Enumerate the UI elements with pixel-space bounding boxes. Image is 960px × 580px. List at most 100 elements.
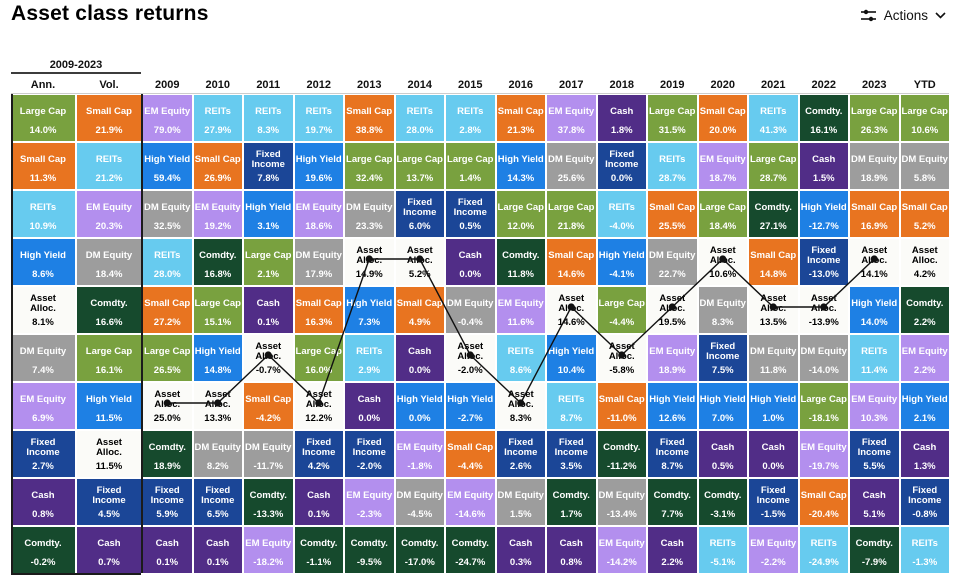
quilt-cell[interactable]: Large Cap 2.1% (244, 239, 293, 285)
quilt-cell[interactable]: High Yield -12.7% (799, 191, 848, 237)
quilt-cell[interactable]: High Yield 3.1% (244, 191, 293, 237)
quilt-cell[interactable]: DM Equity 8.3% (698, 287, 747, 333)
quilt-cell[interactable]: Fixed Income 0.5% (446, 191, 495, 237)
quilt-cell[interactable]: Cash 1.8% (597, 95, 646, 141)
quilt-cell[interactable]: Comdty. 27.1% (749, 191, 798, 237)
quilt-cell[interactable]: Fixed Income 7.8% (244, 143, 293, 189)
quilt-cell[interactable]: Fixed Income 4.5% (77, 479, 141, 525)
quilt-cell[interactable]: Cash 0.8% (11, 479, 75, 525)
quilt-cell[interactable]: Comdty. 16.8% (193, 239, 242, 285)
quilt-cell[interactable]: Asset Alloc. 25.0% (143, 383, 192, 429)
quilt-cell[interactable]: Comdty. -11.2% (597, 431, 646, 477)
quilt-cell[interactable]: Small Cap 4.9% (395, 287, 444, 333)
quilt-cell[interactable]: Small Cap 26.9% (193, 143, 242, 189)
quilt-cell[interactable]: DM Equity -14.0% (799, 335, 848, 381)
quilt-cell[interactable]: Small Cap 38.8% (345, 95, 394, 141)
quilt-cell[interactable]: Asset Alloc. -0.7% (244, 335, 293, 381)
quilt-cell[interactable]: EM Equity -14.6% (446, 479, 495, 525)
quilt-cell[interactable]: DM Equity 25.6% (547, 143, 596, 189)
quilt-cell[interactable]: Small Cap 21.3% (496, 95, 545, 141)
quilt-cell[interactable]: Cash 0.8% (547, 527, 596, 573)
quilt-cell[interactable]: EM Equity 79.0% (143, 95, 192, 141)
quilt-cell[interactable]: DM Equity 17.9% (294, 239, 343, 285)
quilt-cell[interactable]: REITs 28.0% (143, 239, 192, 285)
quilt-cell[interactable]: High Yield 14.0% (850, 287, 899, 333)
quilt-cell[interactable]: Asset Alloc. 13.3% (193, 383, 242, 429)
quilt-cell[interactable]: Asset Alloc. 14.9% (345, 239, 394, 285)
quilt-cell[interactable]: EM Equity 18.9% (648, 335, 697, 381)
quilt-cell[interactable]: REITs 2.8% (446, 95, 495, 141)
quilt-cell[interactable]: Fixed Income -0.8% (900, 479, 949, 525)
quilt-cell[interactable]: Asset Alloc. -13.9% (799, 287, 848, 333)
quilt-cell[interactable]: Fixed Income 3.5% (547, 431, 596, 477)
quilt-cell[interactable]: Comdty. -9.5% (345, 527, 394, 573)
quilt-cell[interactable]: High Yield 1.0% (749, 383, 798, 429)
quilt-cell[interactable]: Small Cap 25.5% (648, 191, 697, 237)
quilt-cell[interactable]: High Yield 59.4% (143, 143, 192, 189)
quilt-cell[interactable]: Asset Alloc. 4.2% (900, 239, 949, 285)
quilt-cell[interactable]: EM Equity 2.2% (900, 335, 949, 381)
quilt-cell[interactable]: DM Equity -0.4% (446, 287, 495, 333)
quilt-cell[interactable]: Comdty. 18.9% (143, 431, 192, 477)
quilt-cell[interactable]: DM Equity 23.3% (345, 191, 394, 237)
quilt-cell[interactable]: REITs 19.7% (294, 95, 343, 141)
quilt-cell[interactable]: High Yield 0.0% (395, 383, 444, 429)
quilt-cell[interactable]: Large Cap 12.0% (496, 191, 545, 237)
quilt-cell[interactable]: Asset Alloc. 8.1% (11, 287, 75, 333)
quilt-cell[interactable]: Cash 0.0% (749, 431, 798, 477)
quilt-cell[interactable]: Asset Alloc. 12.2% (294, 383, 343, 429)
quilt-cell[interactable]: Cash 0.0% (345, 383, 394, 429)
quilt-cell[interactable]: Asset Alloc. 5.2% (395, 239, 444, 285)
quilt-cell[interactable]: High Yield 11.5% (77, 383, 141, 429)
quilt-cell[interactable]: Small Cap 16.9% (850, 191, 899, 237)
quilt-cell[interactable]: Fixed Income 5.5% (850, 431, 899, 477)
quilt-cell[interactable]: Small Cap 21.9% (77, 95, 141, 141)
quilt-cell[interactable]: Large Cap 21.8% (547, 191, 596, 237)
quilt-cell[interactable]: Small Cap 11.3% (11, 143, 75, 189)
quilt-cell[interactable]: DM Equity -13.4% (597, 479, 646, 525)
quilt-cell[interactable]: DM Equity 7.4% (11, 335, 75, 381)
quilt-cell[interactable]: Cash 0.1% (294, 479, 343, 525)
quilt-cell[interactable]: Comdty. -24.7% (446, 527, 495, 573)
quilt-cell[interactable]: DM Equity 18.9% (850, 143, 899, 189)
quilt-cell[interactable]: DM Equity 18.4% (77, 239, 141, 285)
quilt-cell[interactable]: Asset Alloc. 14.1% (850, 239, 899, 285)
quilt-cell[interactable]: REITs 10.9% (11, 191, 75, 237)
quilt-cell[interactable]: Small Cap -11.0% (597, 383, 646, 429)
quilt-cell[interactable]: Comdty. 16.6% (77, 287, 141, 333)
quilt-cell[interactable]: Asset Alloc. 10.6% (698, 239, 747, 285)
quilt-cell[interactable]: Fixed Income -13.0% (799, 239, 848, 285)
quilt-cell[interactable]: Large Cap -4.4% (597, 287, 646, 333)
quilt-cell[interactable]: REITs 41.3% (749, 95, 798, 141)
quilt-cell[interactable]: Cash 0.1% (193, 527, 242, 573)
quilt-cell[interactable]: High Yield 14.3% (496, 143, 545, 189)
quilt-cell[interactable]: DM Equity -11.7% (244, 431, 293, 477)
quilt-cell[interactable]: High Yield -2.7% (446, 383, 495, 429)
quilt-cell[interactable]: Comdty. 2.2% (900, 287, 949, 333)
quilt-cell[interactable]: Cash 0.7% (77, 527, 141, 573)
quilt-cell[interactable]: REITs 28.0% (395, 95, 444, 141)
quilt-cell[interactable]: High Yield 2.1% (900, 383, 949, 429)
actions-button[interactable]: Actions (860, 8, 946, 23)
quilt-cell[interactable]: REITs 2.9% (345, 335, 394, 381)
quilt-cell[interactable]: Large Cap 26.5% (143, 335, 192, 381)
quilt-cell[interactable]: Fixed Income -2.0% (345, 431, 394, 477)
quilt-cell[interactable]: Asset Alloc. 11.5% (77, 431, 141, 477)
quilt-cell[interactable]: Comdty. -1.1% (294, 527, 343, 573)
quilt-cell[interactable]: Small Cap 14.8% (749, 239, 798, 285)
quilt-cell[interactable]: Large Cap 16.0% (294, 335, 343, 381)
quilt-cell[interactable]: Fixed Income 5.9% (143, 479, 192, 525)
quilt-cell[interactable]: Small Cap -4.2% (244, 383, 293, 429)
quilt-cell[interactable]: High Yield 10.4% (547, 335, 596, 381)
quilt-cell[interactable]: Large Cap 18.4% (698, 191, 747, 237)
quilt-cell[interactable]: Asset Alloc. 13.5% (749, 287, 798, 333)
quilt-cell[interactable]: High Yield 7.0% (698, 383, 747, 429)
quilt-cell[interactable]: Fixed Income 8.7% (648, 431, 697, 477)
quilt-cell[interactable]: EM Equity 19.2% (193, 191, 242, 237)
quilt-cell[interactable]: Large Cap 32.4% (345, 143, 394, 189)
quilt-cell[interactable]: Large Cap 31.5% (648, 95, 697, 141)
quilt-cell[interactable]: Fixed Income 6.0% (395, 191, 444, 237)
quilt-cell[interactable]: Fixed Income -1.5% (749, 479, 798, 525)
quilt-cell[interactable]: Fixed Income 6.5% (193, 479, 242, 525)
quilt-cell[interactable]: Asset Alloc. 19.5% (648, 287, 697, 333)
